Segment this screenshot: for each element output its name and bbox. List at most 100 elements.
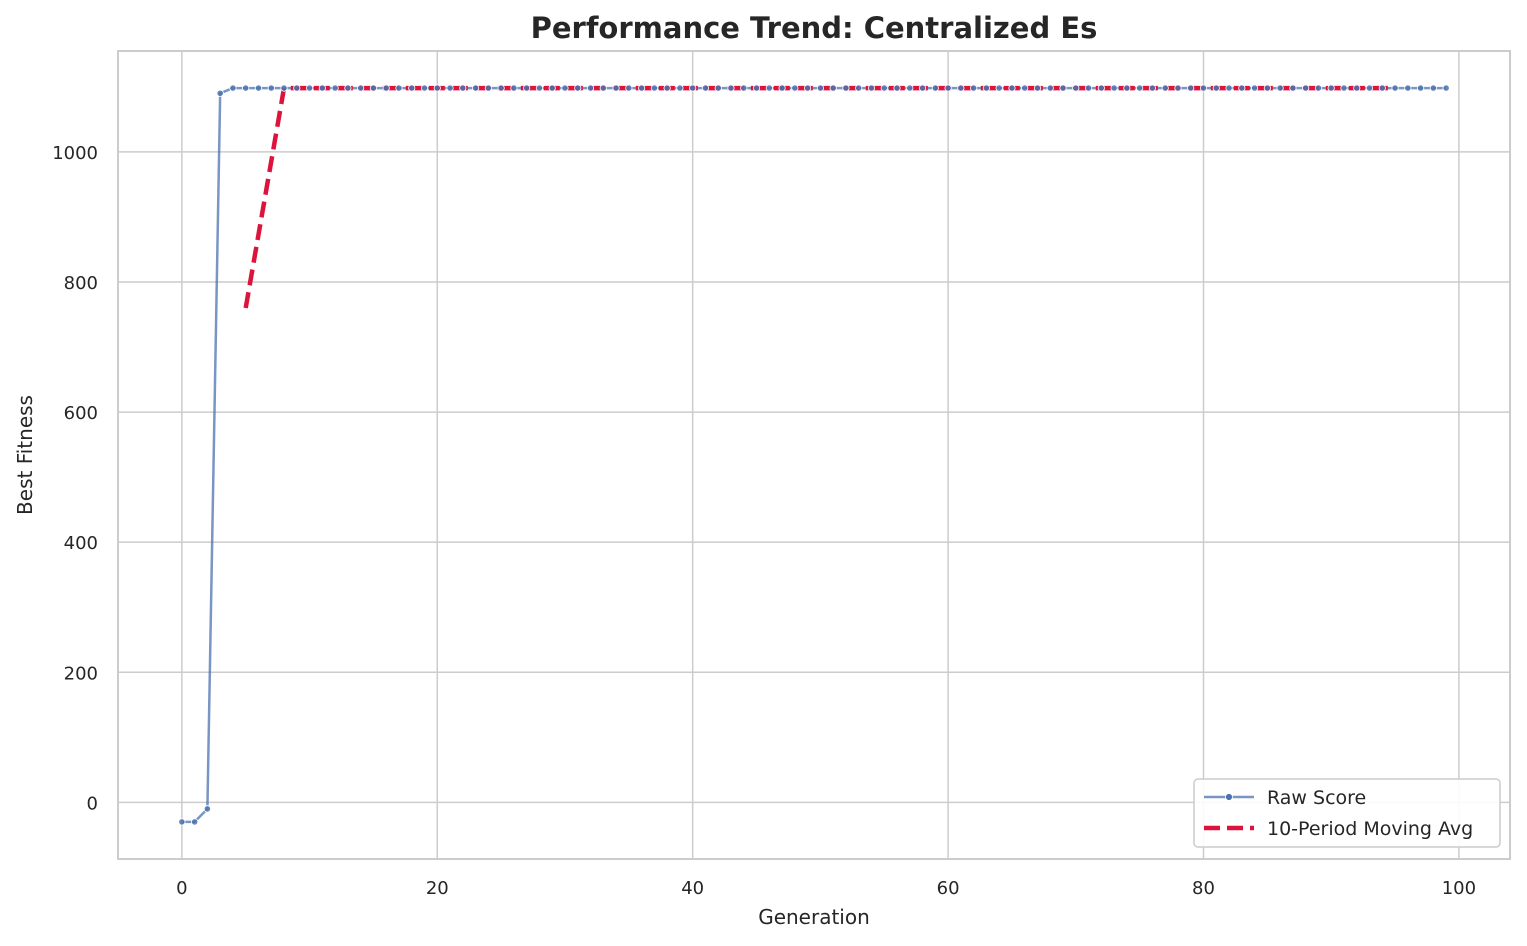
raw-score-point (957, 84, 965, 92)
raw-score-point (752, 84, 761, 92)
raw-score-point (1225, 84, 1233, 92)
x-tick-label: 100 (1442, 878, 1476, 899)
raw-score-point (1174, 84, 1182, 92)
raw-score-point (1404, 84, 1412, 92)
raw-score-point (331, 84, 339, 92)
raw-score-point (1353, 84, 1361, 92)
raw-score-point (829, 84, 837, 92)
raw-score-point (650, 84, 658, 92)
raw-score-point (663, 84, 671, 92)
raw-score-point (1199, 84, 1208, 92)
raw-score-point (1314, 84, 1323, 92)
raw-score-point (574, 84, 582, 92)
raw-score-point (1046, 84, 1054, 92)
raw-score-point (586, 84, 595, 92)
raw-score-point (216, 89, 224, 97)
raw-score-point (855, 84, 863, 92)
raw-score-point (1340, 84, 1348, 92)
raw-score-point (625, 84, 633, 92)
raw-score-point (727, 84, 735, 92)
raw-score-point (1442, 84, 1450, 92)
raw-score-point (1084, 84, 1093, 92)
raw-score-point (1021, 84, 1029, 92)
raw-score-point (689, 84, 697, 92)
raw-score-point (267, 84, 275, 92)
raw-score-point (637, 84, 646, 92)
raw-score-point (931, 84, 939, 92)
raw-score-point (906, 84, 914, 92)
chart-title: Performance Trend: Centralized Es (531, 11, 1098, 45)
raw-score-point (459, 84, 467, 92)
raw-score-point (701, 84, 710, 92)
moving-avg-line (243, 85, 1396, 309)
raw-score-point (510, 84, 518, 92)
raw-score-point (280, 84, 288, 92)
raw-score-point (995, 84, 1003, 92)
raw-score-point (842, 84, 850, 92)
x-tick-label: 60 (937, 878, 960, 899)
raw-score-point (1059, 84, 1067, 92)
raw-score-line (181, 86, 1447, 824)
raw-score-point (1033, 84, 1042, 92)
raw-score-point (484, 84, 492, 92)
raw-score-point (318, 84, 326, 92)
y-tick-label: 0 (87, 793, 98, 814)
raw-score-point (1276, 84, 1284, 92)
raw-score-point (446, 84, 454, 92)
raw-score-point (1250, 84, 1259, 92)
raw-score-point (1365, 84, 1374, 92)
raw-score-point (1148, 84, 1157, 92)
raw-score-point (293, 84, 301, 92)
legend-ma-label: 10-Period Moving Avg (1267, 818, 1473, 840)
x-axis-label: Generation (758, 905, 870, 929)
y-tick-label: 800 (64, 273, 98, 294)
legend-raw-label: Raw Score (1267, 787, 1366, 809)
raw-score-point (612, 84, 620, 92)
raw-score-point (1161, 84, 1169, 92)
raw-score-point (191, 818, 199, 826)
raw-score-point (178, 818, 186, 826)
raw-score-point (1391, 84, 1399, 92)
legend-raw-marker (1225, 793, 1233, 801)
raw-score-point (1417, 84, 1425, 92)
raw-score-point (548, 84, 556, 92)
raw-score-point (1302, 84, 1310, 92)
raw-score-point (420, 84, 429, 92)
raw-score-point (1123, 84, 1131, 92)
raw-score-point (880, 84, 888, 92)
raw-score-point (1212, 84, 1220, 92)
raw-score-point (1327, 84, 1335, 92)
raw-score-point (305, 84, 314, 92)
raw-score-point (561, 84, 569, 92)
legend: Raw Score 10-Period Moving Avg (1193, 778, 1501, 848)
raw-score-point (1238, 84, 1246, 92)
raw-score-point (395, 84, 403, 92)
raw-score-point (970, 84, 978, 92)
raw-score-point (254, 84, 263, 92)
raw-score-point (778, 84, 786, 92)
y-tick-label: 400 (64, 533, 98, 554)
raw-score-point (944, 84, 952, 92)
raw-score-point (1072, 84, 1080, 92)
legend-box (1193, 778, 1501, 848)
raw-score-point (676, 84, 684, 92)
raw-score-point (497, 84, 505, 92)
y-tick-label: 200 (64, 663, 98, 684)
raw-score-point (1263, 84, 1271, 92)
y-axis-label: Best Fitness (13, 395, 37, 515)
raw-score-point (203, 805, 211, 813)
raw-score-point (1008, 84, 1016, 92)
raw-score-point (1378, 84, 1386, 92)
plot-frame (117, 50, 1511, 860)
raw-score-point (535, 84, 544, 92)
series-layer (178, 84, 1450, 826)
raw-score-point (740, 84, 748, 92)
x-tick-label: 80 (1192, 878, 1215, 899)
x-tick-label: 0 (176, 878, 187, 899)
raw-score-point (523, 84, 531, 92)
x-tick-label: 40 (681, 878, 704, 899)
raw-score-point (1289, 84, 1297, 92)
raw-score-point (893, 84, 901, 92)
raw-score-point (599, 84, 607, 92)
